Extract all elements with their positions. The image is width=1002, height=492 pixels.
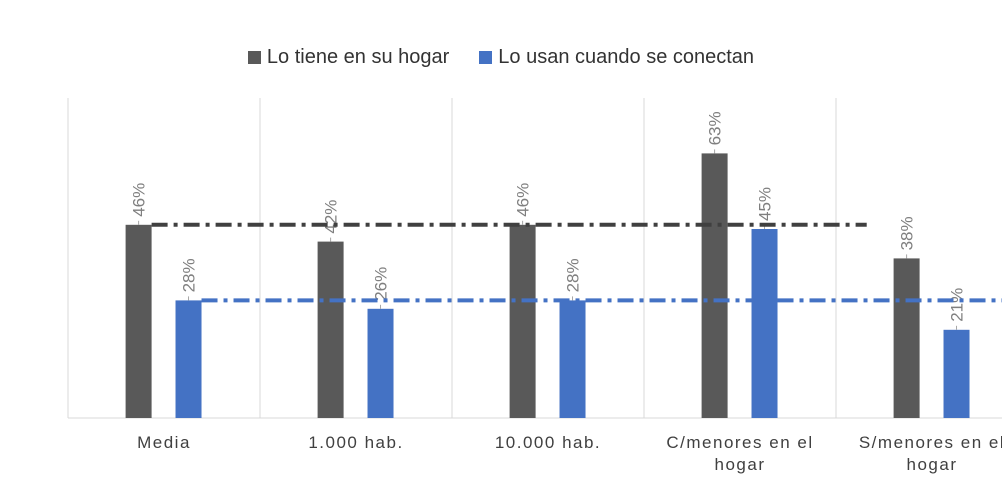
data-label-1-1: 46%	[130, 183, 149, 217]
data-label-2-2: 26%	[372, 267, 391, 301]
category-label-4: hogar	[715, 455, 766, 474]
legend-swatch-series-2	[479, 51, 493, 64]
legend-label-series-2: Lo usan cuando se conectan	[498, 46, 755, 68]
category-label-4: C/menores en el	[666, 433, 813, 452]
legend-label-series-1: Lo tiene en su hogar	[266, 46, 450, 68]
category-label-5: hogar	[907, 455, 958, 474]
bar-2-3	[559, 300, 586, 418]
legend-item-series-1: Lo tiene en su hogar	[247, 46, 450, 69]
data-label-1-5: 38%	[898, 216, 917, 250]
data-label-2-4: 45%	[756, 187, 775, 221]
data-label-2-3: 28%	[564, 258, 583, 292]
bar-1-4	[701, 153, 728, 418]
bar-1-1	[125, 224, 152, 418]
bar-1-5	[893, 258, 920, 418]
legend: Lo tiene en su hogar Lo usan cuando se c…	[0, 46, 1002, 69]
bar-2-5	[943, 329, 970, 418]
bar-2-2	[367, 308, 394, 418]
data-label-2-5: 21%	[948, 288, 967, 322]
category-label-5: S/menores en el	[859, 433, 1002, 452]
bar-1-2	[317, 241, 344, 418]
data-label-1-3: 46%	[514, 183, 533, 217]
bar-2-4	[751, 229, 778, 418]
data-label-1-2: 42%	[322, 200, 341, 234]
bar-2-1	[175, 300, 202, 418]
category-label-3: 10.000 hab.	[495, 433, 601, 452]
data-label-1-4: 63%	[706, 111, 725, 145]
category-label-2: 1.000 hab.	[308, 433, 403, 452]
legend-swatch-series-1	[247, 51, 261, 64]
bar-1-3	[509, 224, 536, 418]
data-label-2-1: 28%	[180, 258, 199, 292]
legend-item-series-2: Lo usan cuando se conectan	[479, 46, 754, 69]
category-label-1: Media	[137, 433, 191, 452]
